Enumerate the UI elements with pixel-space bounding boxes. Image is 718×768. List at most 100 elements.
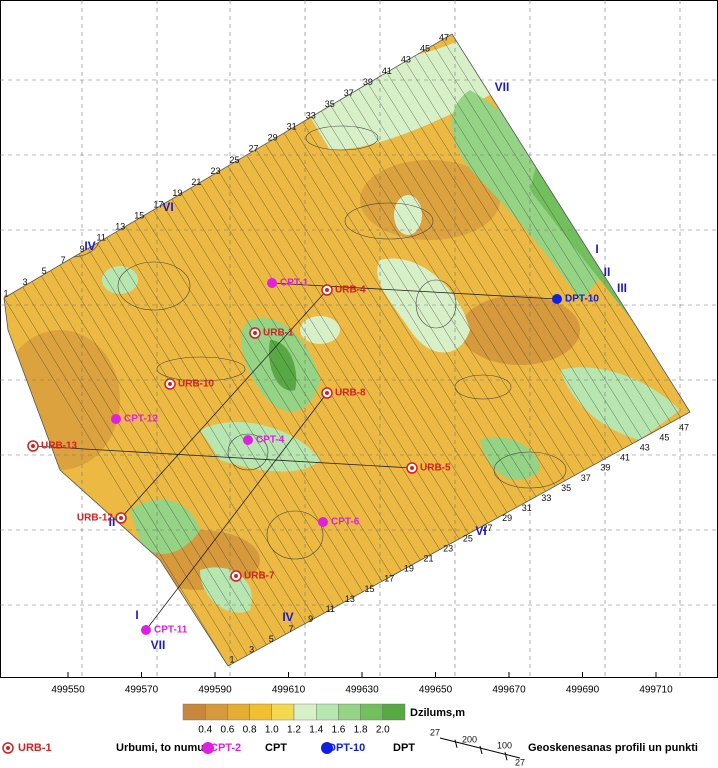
profile-label: VI bbox=[475, 524, 486, 538]
profile-label: IV bbox=[84, 239, 95, 253]
profile-number: 43 bbox=[640, 443, 650, 453]
profile-number: 45 bbox=[659, 432, 669, 442]
profile-number: 29 bbox=[502, 513, 512, 523]
profile-number: 13 bbox=[115, 222, 125, 232]
contour bbox=[532, 528, 622, 578]
colorbar-cell bbox=[249, 703, 273, 721]
colorbar-tick: 1.4 bbox=[309, 725, 323, 736]
contour bbox=[415, 279, 457, 329]
profile-line bbox=[367, 83, 604, 460]
profile-number: 1 bbox=[229, 654, 234, 664]
profile-track bbox=[32, 445, 413, 469]
profile-number: 43 bbox=[401, 55, 411, 65]
profile-line bbox=[59, 264, 286, 635]
profile-number: 19 bbox=[404, 564, 414, 574]
point-marker bbox=[552, 294, 562, 304]
profile-legend-tick bbox=[504, 752, 508, 761]
profile-line bbox=[405, 61, 643, 439]
point-marker bbox=[325, 288, 329, 292]
profile-line bbox=[377, 77, 614, 455]
point-label: CPT-12 bbox=[124, 414, 158, 425]
x-axis-label: 499710 bbox=[639, 685, 673, 696]
profile-legend-number: 27 bbox=[430, 727, 440, 737]
profile-legend-text: Geoskenesanas profili un punkti bbox=[528, 742, 698, 754]
profile-line bbox=[218, 171, 450, 545]
x-axis-label: 499550 bbox=[51, 685, 85, 696]
profile-line bbox=[293, 127, 527, 503]
profile-number: 31 bbox=[287, 121, 297, 131]
point-label: DPT-10 bbox=[565, 294, 599, 305]
point-marker bbox=[141, 625, 151, 635]
contour bbox=[117, 261, 191, 311]
point-marker bbox=[410, 466, 414, 470]
profile-line bbox=[246, 154, 479, 529]
profile-number: 21 bbox=[424, 554, 434, 564]
x-axis-label: 499670 bbox=[492, 685, 526, 696]
profile-line bbox=[274, 138, 508, 513]
point-label: URB-7 bbox=[244, 571, 275, 582]
x-axis-label: 499610 bbox=[272, 685, 306, 696]
profile-number: 39 bbox=[600, 463, 610, 473]
profile-number: 47 bbox=[439, 32, 449, 42]
profile-legend-number: 100 bbox=[497, 740, 512, 750]
x-axis-label: 499630 bbox=[345, 685, 379, 696]
profile-line bbox=[143, 215, 373, 587]
colorbar-tick: 0.8 bbox=[243, 725, 257, 736]
profile-label: III bbox=[617, 281, 627, 295]
profile-number: 11 bbox=[97, 233, 106, 243]
point-label: CPT-1 bbox=[280, 278, 309, 289]
legend-text: DPT bbox=[393, 742, 415, 754]
colorbar-title: Dzilums,m bbox=[410, 707, 465, 719]
colorbar-cell bbox=[227, 703, 250, 721]
colorbar-cell bbox=[316, 703, 339, 721]
point-label: URB-13 bbox=[41, 441, 78, 452]
profile-number: 17 bbox=[384, 574, 394, 584]
colorbar-cell bbox=[293, 703, 317, 721]
profile-line bbox=[414, 55, 652, 434]
profile-number: 39 bbox=[363, 77, 373, 87]
profile-number: 13 bbox=[345, 594, 355, 604]
profile-number: 5 bbox=[269, 634, 274, 644]
colorbar-tick: 0.6 bbox=[220, 725, 234, 736]
profile-label: I bbox=[595, 242, 598, 256]
colorbar-cell bbox=[338, 703, 361, 721]
colorbar-cell bbox=[271, 703, 295, 721]
point-label: URB-10 bbox=[178, 379, 215, 390]
profile-line bbox=[41, 275, 267, 645]
profile-number: 15 bbox=[365, 584, 375, 594]
map-surface bbox=[4, 34, 690, 666]
profile-number: 25 bbox=[463, 533, 473, 543]
profile-number: 7 bbox=[288, 624, 293, 634]
point-label: CPT-4 bbox=[256, 435, 285, 446]
point-label: CPT-11 bbox=[154, 625, 188, 636]
profile-line bbox=[302, 121, 537, 497]
profile-line bbox=[87, 248, 315, 619]
x-axis-label: 499590 bbox=[198, 685, 232, 696]
profile-number: 31 bbox=[522, 503, 532, 513]
point-label: URB-5 bbox=[420, 463, 451, 474]
profile-number: 29 bbox=[268, 133, 278, 143]
profile-line bbox=[423, 50, 662, 429]
profile-line bbox=[13, 292, 238, 661]
profile-line bbox=[190, 187, 421, 561]
profile-line bbox=[209, 176, 440, 550]
profile-label: II bbox=[604, 265, 611, 279]
contour bbox=[39, 107, 81, 133]
point-label: URB-1 bbox=[263, 328, 294, 339]
contour bbox=[603, 143, 645, 169]
contour bbox=[266, 510, 324, 560]
colorbar-tick: 1.0 bbox=[265, 725, 279, 736]
grid bbox=[0, 0, 718, 678]
point-marker bbox=[267, 278, 277, 288]
contour bbox=[305, 125, 379, 151]
x-axis-label: 499690 bbox=[566, 685, 600, 696]
profile-label: I bbox=[135, 608, 138, 622]
profile-line bbox=[339, 99, 575, 476]
profile-number: 33 bbox=[541, 493, 551, 503]
profile-track bbox=[271, 282, 558, 300]
colorbar-cell bbox=[360, 703, 384, 721]
legend-symbol-label: URB-1 bbox=[18, 742, 52, 754]
contour bbox=[78, 184, 136, 222]
profile-line bbox=[106, 237, 335, 608]
